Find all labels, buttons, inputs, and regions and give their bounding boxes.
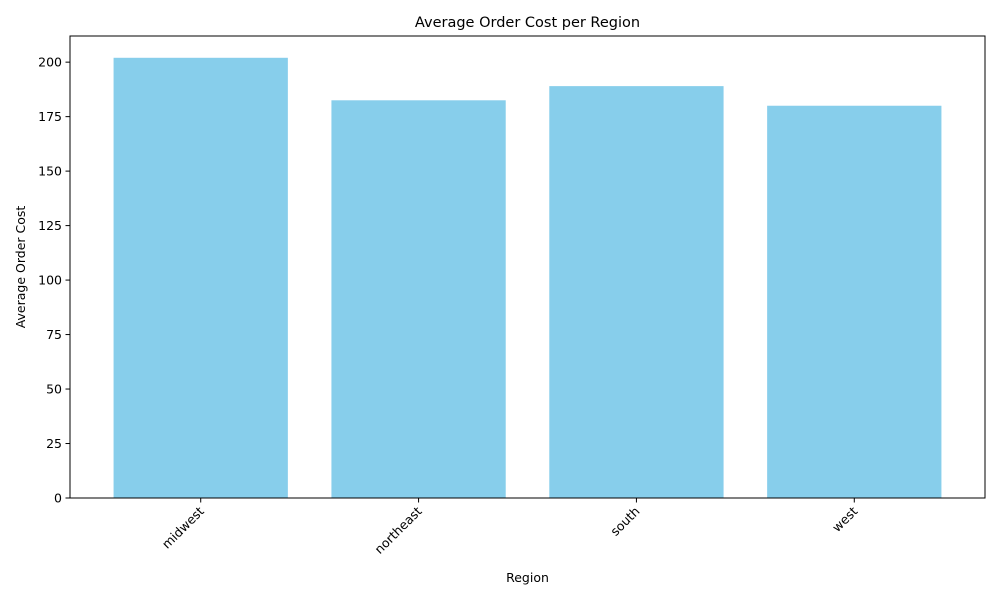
y-tick-label: 75 — [46, 327, 62, 342]
bars-group — [113, 57, 942, 499]
x-axis-ticks: midwest northeast south west — [159, 498, 860, 557]
bar-midwest — [113, 57, 288, 498]
y-tick-label: 200 — [38, 55, 62, 70]
y-axis-label: Average Order Cost — [13, 206, 28, 329]
x-axis-label: Region — [506, 570, 549, 585]
bar-west — [767, 105, 942, 499]
chart-title: Average Order Cost per Region — [415, 15, 640, 31]
x-tick-label-midwest: midwest — [159, 503, 207, 551]
y-tick-label: 50 — [46, 382, 62, 397]
x-tick-label-west: west — [829, 503, 860, 534]
x-tick-label-northeast: northeast — [371, 503, 424, 556]
bar-south — [549, 86, 724, 499]
y-tick-label: 100 — [38, 273, 62, 288]
y-tick-label: 125 — [38, 218, 62, 233]
y-tick-label: 25 — [46, 436, 62, 451]
y-tick-label: 0 — [54, 491, 62, 506]
y-tick-label: 150 — [38, 164, 62, 179]
plot-frame — [69, 35, 986, 499]
y-axis-ticks: 0 25 50 75 100 125 150 175 200 — [38, 55, 70, 506]
bar-northeast — [331, 100, 506, 498]
y-tick-label: 175 — [38, 109, 62, 124]
x-tick-label-south: south — [607, 504, 642, 539]
